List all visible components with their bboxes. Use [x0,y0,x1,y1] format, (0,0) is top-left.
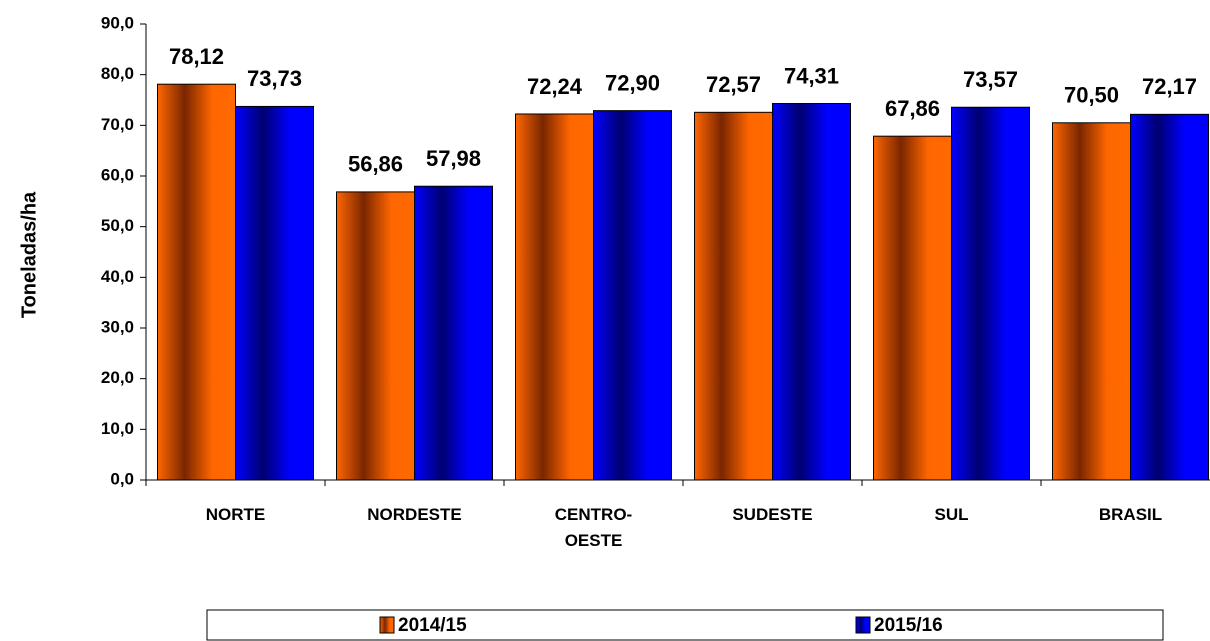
x-tick-label: BRASIL [1099,505,1162,524]
value-label: 57,98 [426,146,481,171]
bar [336,191,415,481]
y-tick-label: 90,0 [101,13,134,32]
x-tick-label-line: SUDESTE [732,505,812,524]
value-label: 74,31 [784,63,839,88]
x-tick-label-line: NORDESTE [367,505,461,524]
value-label: 73,57 [963,67,1018,92]
legend-label: 2014/15 [398,615,467,636]
x-tick-label-line: SUL [935,505,969,524]
y-tick-label: 40,0 [101,267,134,286]
legend-label: 2015/16 [874,615,943,636]
y-tick-label: 70,0 [101,115,134,134]
y-tick-label: 50,0 [101,216,134,235]
x-tick-label-line: CENTRO- [555,505,632,524]
value-label: 73,73 [247,66,302,91]
x-tick-label: SUL [935,505,969,524]
bar [235,105,314,481]
x-tick-label-line: BRASIL [1099,505,1162,524]
bar [772,102,851,481]
y-tick-label: 10,0 [101,419,134,438]
bar [951,106,1030,481]
x-tick-label: NORDESTE [367,505,461,524]
value-label: 72,17 [1142,74,1197,99]
value-label: 72,57 [706,72,761,97]
value-label: 78,12 [169,44,224,69]
bar [694,111,773,481]
x-tick-label-line: OESTE [565,531,623,550]
bar [1130,113,1209,481]
y-axis-title: Toneladas/ha [18,191,40,318]
value-label: 72,90 [605,70,660,95]
bar [157,83,236,481]
legend-box [206,609,1164,641]
value-label: 67,86 [885,96,940,121]
bar [515,113,594,481]
bar [593,110,672,481]
bar [414,185,493,481]
y-tick-label: 0,0 [110,469,134,488]
bar [1052,122,1131,481]
value-label: 70,50 [1064,83,1119,108]
x-tick-label: SUDESTE [732,505,812,524]
value-label: 72,24 [527,74,583,99]
legend-swatch [379,616,395,634]
legend-swatch [855,616,871,634]
x-tick-label-line: NORTE [206,505,266,524]
y-tick-label: 20,0 [101,368,134,387]
y-tick-label: 80,0 [101,64,134,83]
x-tick-label: CENTRO- OESTE [555,505,632,550]
value-label: 56,86 [348,152,403,177]
y-tick-label: 30,0 [101,317,134,336]
x-tick-label: NORTE [206,505,266,524]
y-tick-label: 60,0 [101,165,134,184]
bar [873,135,952,481]
